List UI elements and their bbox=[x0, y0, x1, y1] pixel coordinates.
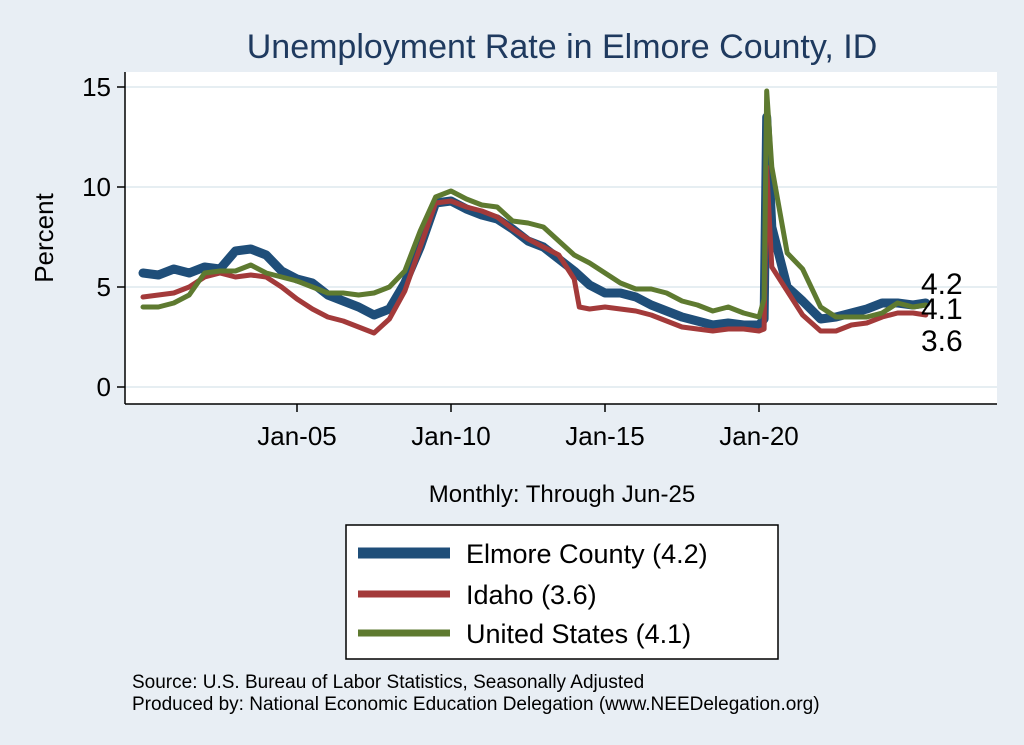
legend: Elmore County (4.2) Idaho (3.6) United Sta… bbox=[358, 539, 708, 649]
y-tick-label-0: 0 bbox=[97, 372, 111, 402]
x-tick-label-2: Jan-15 bbox=[565, 421, 645, 451]
series-line-1 bbox=[140, 164, 929, 336]
plot-area bbox=[125, 72, 997, 404]
gridlines bbox=[125, 86, 997, 388]
axes bbox=[124, 72, 997, 405]
y-tick-label-1: 5 bbox=[97, 272, 111, 302]
source-line-2: Produced by: National Economic Education… bbox=[132, 694, 820, 715]
end-label-2: 3.6 bbox=[921, 325, 963, 358]
x-tick-label-0: Jan-05 bbox=[257, 421, 337, 451]
x-axis-title: Monthly: Through Jun-25 bbox=[429, 481, 695, 508]
y-ticks: 0 5 10 15 bbox=[82, 72, 125, 402]
series-line-2 bbox=[140, 88, 929, 320]
y-tick-label-2: 10 bbox=[82, 172, 111, 202]
legend-label-0: Elmore County (4.2) bbox=[466, 539, 708, 569]
legend-label-2: United States (4.1) bbox=[466, 619, 691, 649]
end-label-0: 4.2 bbox=[921, 268, 963, 301]
y-axis-title: Percent bbox=[29, 192, 59, 282]
y-tick-label-3: 15 bbox=[82, 72, 111, 102]
x-tick-label-1: Jan-10 bbox=[411, 421, 491, 451]
series-lines bbox=[138, 88, 931, 336]
source-line-1: Source: U.S. Bureau of Labor Statistics,… bbox=[132, 672, 644, 693]
chart-title: Unemployment Rate in Elmore County, ID bbox=[247, 28, 878, 66]
x-ticks: Jan-05 Jan-10 Jan-15 Jan-20 bbox=[257, 404, 799, 451]
x-tick-label-3: Jan-20 bbox=[719, 421, 799, 451]
end-label-1: 4.1 bbox=[921, 293, 963, 326]
legend-label-1: Idaho (3.6) bbox=[466, 580, 597, 610]
end-labels: 4.24.13.6 bbox=[921, 268, 963, 358]
